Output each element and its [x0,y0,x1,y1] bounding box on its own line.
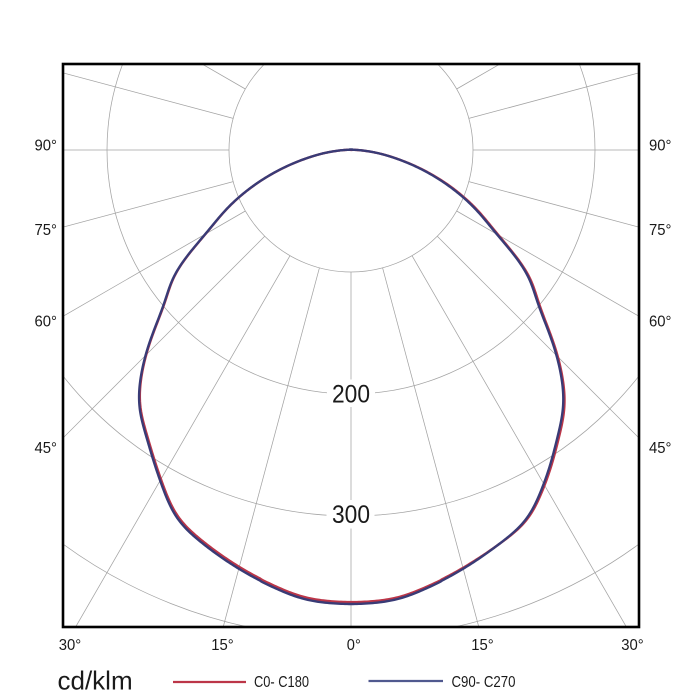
svg-text:75°: 75° [649,222,672,239]
svg-text:90°: 90° [649,138,672,155]
svg-text:60°: 60° [649,313,672,330]
svg-text:75°: 75° [35,222,58,239]
svg-text:15°: 15° [471,637,494,654]
svg-text:15°: 15° [211,637,234,654]
svg-text:45°: 45° [649,440,672,457]
svg-text:0°: 0° [347,637,361,654]
svg-text:30°: 30° [621,637,644,654]
svg-text:200: 200 [332,381,370,409]
svg-text:C90- C270: C90- C270 [452,674,516,691]
svg-text:90°: 90° [35,138,58,155]
svg-text:cd/klm: cd/klm [58,666,133,696]
svg-text:C0- C180: C0- C180 [254,674,309,691]
svg-text:300: 300 [332,501,370,529]
svg-text:60°: 60° [35,313,58,330]
svg-text:30°: 30° [59,637,82,654]
svg-text:45°: 45° [35,440,58,457]
